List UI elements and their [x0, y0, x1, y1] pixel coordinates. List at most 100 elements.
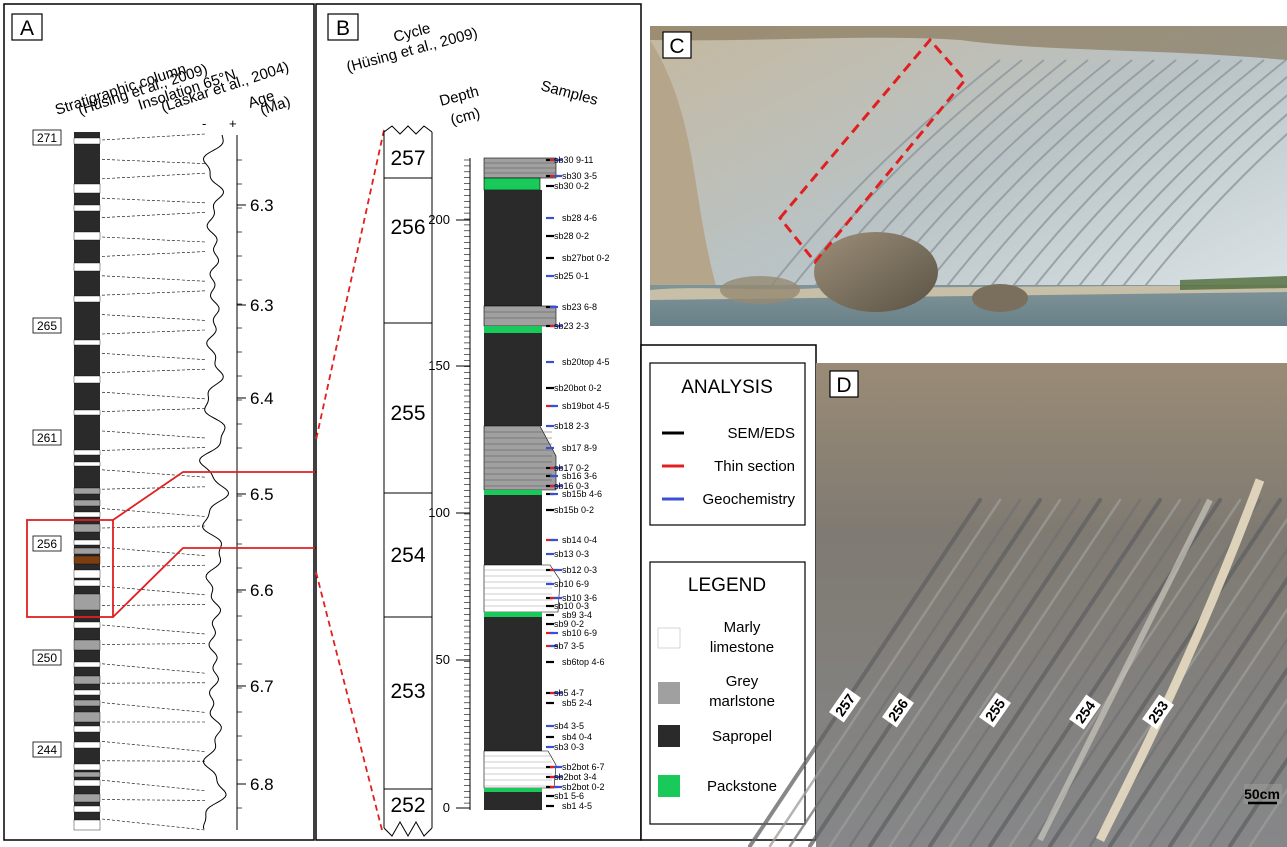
- column-band: [73, 621, 101, 629]
- correlation-line: [101, 172, 206, 180]
- insolation-minus: -: [202, 116, 206, 131]
- cycle-label-244: 244: [32, 741, 62, 758]
- column-band: [73, 763, 101, 771]
- sample-label: sb9 3-4: [562, 610, 592, 620]
- column-band: [73, 699, 101, 707]
- panel-c-letter: C: [669, 35, 684, 58]
- cycle-column: 257 256 255 254 253 252: [383, 125, 433, 838]
- zoom-dashed-top: [315, 129, 385, 441]
- correlation-line: [101, 290, 206, 296]
- sample-label: sb10 3-6: [562, 593, 597, 603]
- column-band: [73, 449, 101, 456]
- legend-swatch-sapropel: [658, 725, 680, 747]
- correlation-line: [101, 408, 206, 412]
- sample-label: sb16 3-6: [562, 471, 597, 481]
- sample-label: sb10 0-3: [554, 601, 589, 611]
- column-band: [73, 555, 101, 565]
- analysis-box: [649, 362, 806, 526]
- svg-text:256: 256: [37, 537, 57, 551]
- sample-label: sb17 0-2: [554, 463, 589, 473]
- sample-label: sb1 4-5: [562, 801, 592, 811]
- correlation-line: [101, 212, 206, 218]
- sample-label: sb16 0-3: [554, 481, 589, 491]
- depth-tick-50: 50: [436, 652, 450, 667]
- sample-label: sb15b 4-6: [562, 489, 602, 499]
- sample-label: sb28 4-6: [562, 213, 597, 223]
- analysis-label-geochem: Geochemistry: [702, 491, 795, 508]
- sample-label: sb30 9-11: [554, 155, 593, 165]
- correlation-line: [101, 353, 206, 360]
- correlation-line: [101, 663, 206, 674]
- column-band: [73, 461, 101, 467]
- sample-label: sb15b 0-2: [554, 505, 594, 515]
- correlation-line: [101, 702, 206, 713]
- correlation-line: [101, 818, 206, 831]
- column-band: [73, 741, 101, 749]
- correlation-line: [101, 391, 206, 400]
- panel-a-letter-box: [11, 13, 43, 41]
- correlation-line: [101, 314, 206, 321]
- correlation-line: [101, 133, 206, 141]
- panel-b-letter: B: [336, 17, 350, 40]
- boulder-small: [972, 284, 1028, 312]
- age-tick-label: 6.3: [250, 196, 274, 215]
- scale-bar-label: 50cm: [1244, 786, 1280, 802]
- column-band: [73, 339, 101, 346]
- analysis-panel: ANALYSIS SEM/EDS Thin section Geochemist…: [640, 344, 817, 841]
- sample-label: sb14 0-4: [562, 535, 597, 545]
- cycle-252: 252: [390, 794, 425, 817]
- correlation-line: [101, 251, 206, 257]
- cycle-257: 257: [390, 147, 425, 170]
- panel-b-letter-box: [327, 13, 359, 41]
- column-band: [73, 511, 101, 518]
- depth-tick-150: 150: [428, 358, 450, 373]
- analysis-label-thin: Thin section: [714, 458, 795, 475]
- legend-swatch-packstone: [658, 775, 680, 797]
- correlation-line: [101, 368, 206, 374]
- column-band: [73, 295, 101, 303]
- age-tick-label: 6.8: [250, 775, 274, 794]
- legend-swatch-grey: [658, 682, 680, 704]
- correlation-line: [101, 469, 206, 478]
- sample-label: sb3 0-3: [554, 742, 584, 752]
- zoom-line-bottom: [112, 547, 316, 618]
- panel-d-letter: D: [836, 374, 851, 397]
- column-band: [73, 675, 101, 685]
- depth-title-2: (cm): [449, 105, 482, 129]
- cycle-254: 254: [390, 544, 425, 567]
- sample-label: sb17 8-9: [562, 443, 597, 453]
- age-tick-label: 6.4: [250, 389, 274, 408]
- sample-label: sb25 0-1: [554, 271, 589, 281]
- column-band: [73, 409, 101, 416]
- depth-tick-group: [464, 159, 470, 804]
- sample-label: sb20bot 0-2: [554, 383, 602, 393]
- sample-label: sb23 2-3: [554, 321, 589, 331]
- boulder-large: [814, 232, 938, 312]
- limestone-bed-254: [1095, 478, 1265, 843]
- column-band: [73, 499, 101, 507]
- legend-marly-1: Marly: [724, 619, 761, 636]
- sample-label: sb1 5-6: [554, 791, 584, 801]
- column-band: [73, 793, 101, 803]
- column-band: [73, 779, 101, 787]
- column-band: [73, 593, 101, 611]
- sample-label: sb30 3-5: [562, 171, 597, 181]
- cycle-256: 256: [390, 216, 425, 239]
- column-band: [73, 771, 101, 778]
- sample-label: sb10 6-9: [554, 579, 589, 589]
- column-band: [73, 539, 101, 546]
- column-band: [73, 805, 101, 813]
- zoom-dashed-bottom: [315, 571, 383, 831]
- correlation-line: [101, 741, 206, 752]
- insolation-plus: +: [229, 116, 237, 131]
- sample-label: sb13 0-3: [554, 549, 589, 559]
- sample-label: sb12 0-3: [562, 565, 597, 575]
- cycle-label-271: 271: [32, 129, 62, 146]
- correlation-dashed-lines: [101, 133, 206, 831]
- zoom-line-top: [112, 471, 316, 521]
- legend-marly-2: limestone: [710, 639, 774, 656]
- sample-label: sb23 6-8: [562, 302, 597, 312]
- correlation-line: [101, 547, 206, 556]
- stratigraphic-column: [73, 132, 101, 831]
